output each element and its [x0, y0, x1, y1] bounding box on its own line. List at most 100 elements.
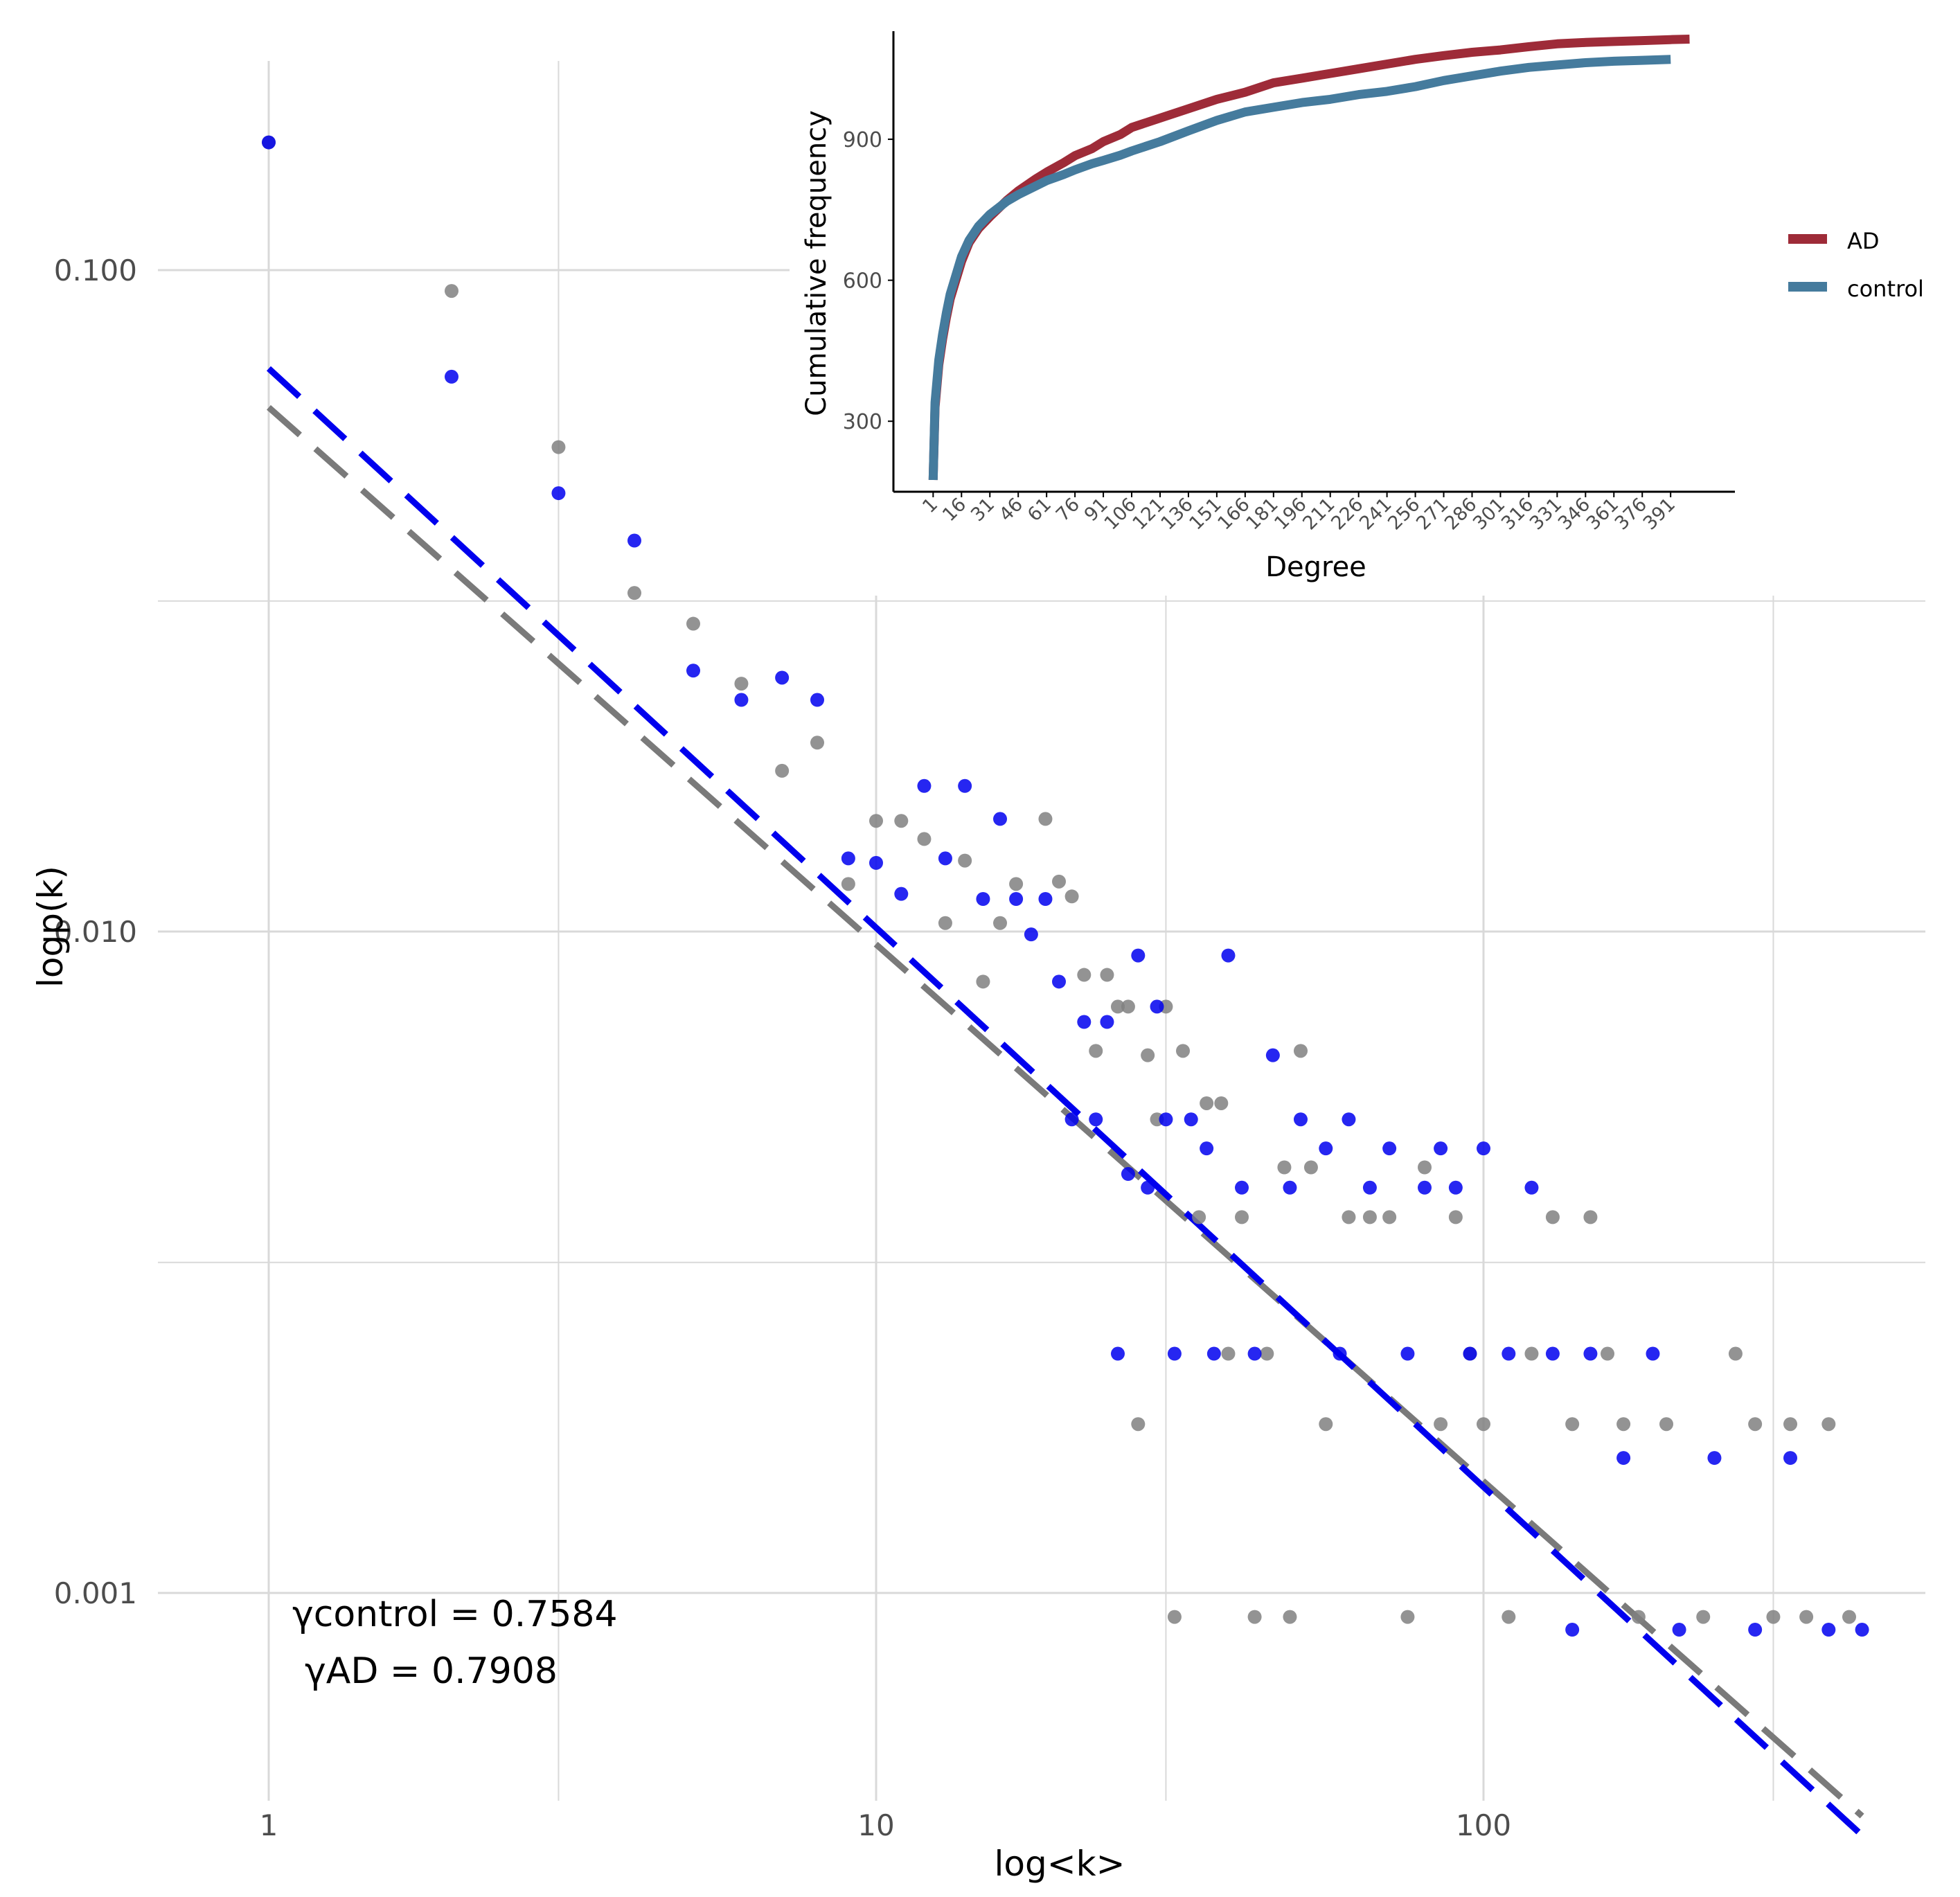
control-point	[841, 877, 855, 891]
control-point	[1176, 1044, 1191, 1058]
control-point	[993, 916, 1008, 930]
control-point	[1277, 1160, 1292, 1175]
control-point	[1616, 1417, 1631, 1432]
ad-point	[627, 533, 642, 548]
control-point	[1283, 1610, 1297, 1624]
inset-y-tick-label: 300	[843, 410, 882, 434]
x-tick-label: 1	[260, 1808, 278, 1842]
ad-point	[1184, 1112, 1198, 1127]
control-point	[1319, 1417, 1333, 1432]
control-point	[1141, 1048, 1155, 1062]
ad-point	[1418, 1180, 1432, 1195]
ad-point	[1583, 1346, 1598, 1361]
ad-point	[1121, 1167, 1135, 1182]
ad-point	[1159, 1112, 1173, 1127]
control-point	[1766, 1610, 1781, 1624]
control-point	[1400, 1610, 1415, 1624]
control-point	[1221, 1346, 1236, 1361]
control-point	[1631, 1610, 1646, 1624]
ad-point	[1319, 1141, 1333, 1156]
inset-y-axis-title: Cumulative frequency	[801, 110, 832, 416]
legend-label-ad: AD	[1847, 228, 1880, 254]
control-point	[1448, 1210, 1463, 1224]
control-point	[775, 763, 790, 778]
ad-point	[1362, 1180, 1377, 1195]
inset-y-tick-label: 900	[843, 128, 882, 152]
ad-point	[1342, 1112, 1356, 1127]
ad-point	[551, 486, 566, 501]
control-point	[1077, 968, 1092, 982]
control-point	[1131, 1417, 1146, 1432]
ad-point	[810, 693, 825, 707]
control-point	[1121, 999, 1135, 1014]
inset-legend: AD control	[1788, 228, 1924, 302]
axis-ticks: 1 10 100 0.100 0.010 0.001	[54, 253, 1511, 1842]
ad-point	[1077, 1015, 1092, 1029]
ad-fit-line	[266, 366, 1864, 1838]
ad-point	[917, 778, 932, 793]
x-tick-label: 100	[1456, 1808, 1511, 1842]
control-point	[1214, 1096, 1229, 1110]
ad-point	[993, 812, 1008, 826]
control-point	[1799, 1610, 1814, 1624]
ad-point	[1748, 1623, 1763, 1637]
control-point	[1477, 1417, 1490, 1432]
ad-point	[1150, 999, 1164, 1014]
gamma-control-annotation: γcontrol = 0.7584	[292, 1594, 618, 1635]
ad-point	[1463, 1346, 1477, 1361]
control-point	[1052, 874, 1067, 889]
inset-y-tick-label: 600	[843, 269, 882, 294]
x-axis-title: log<k>	[995, 1844, 1125, 1884]
control-point	[1009, 877, 1024, 891]
control-point	[1362, 1210, 1377, 1224]
ad-point	[1283, 1180, 1297, 1195]
control-point	[1303, 1160, 1318, 1175]
ad-point	[262, 135, 276, 150]
inset-background	[790, 21, 1960, 596]
ad-point	[894, 887, 909, 901]
inset-control-line	[928, 55, 1671, 481]
control-point	[894, 814, 909, 828]
control-point	[1545, 1210, 1560, 1224]
ad-point	[1448, 1180, 1463, 1195]
control-point	[1100, 968, 1114, 982]
legend-label-control: control	[1847, 276, 1924, 302]
ad-point	[1783, 1451, 1798, 1466]
control-point	[627, 586, 642, 600]
control-point	[551, 440, 566, 454]
x-tick-label: 10	[857, 1808, 894, 1842]
ad-point	[1167, 1346, 1182, 1361]
control-point	[917, 832, 932, 846]
control-point	[1434, 1417, 1448, 1432]
control-point	[958, 853, 972, 868]
ad-point	[1200, 1141, 1214, 1156]
control-point	[1110, 999, 1125, 1014]
control-point	[1247, 1610, 1262, 1624]
ad-point	[1293, 1112, 1308, 1127]
control-point	[1235, 1210, 1249, 1224]
control-point	[1064, 889, 1079, 904]
control-point	[1382, 1210, 1397, 1224]
ad-point	[938, 851, 952, 866]
inset-plot: 3006009001163146617691106121136151166181…	[790, 21, 1960, 596]
control-point	[1748, 1417, 1763, 1432]
control-point	[1089, 1044, 1103, 1058]
control-point	[1842, 1610, 1857, 1624]
inset-x-axis-title: Degree	[1265, 551, 1366, 583]
control-point	[1821, 1417, 1836, 1432]
control-point	[1524, 1346, 1539, 1361]
ad-point	[1545, 1346, 1560, 1361]
control-point	[1167, 1610, 1182, 1624]
control-point	[1583, 1210, 1598, 1224]
control-point	[445, 284, 459, 299]
ad-point	[1247, 1346, 1262, 1361]
control-point	[1342, 1210, 1356, 1224]
fit-lines	[266, 366, 1864, 1838]
ad-point	[445, 369, 459, 384]
ad-point	[869, 855, 883, 870]
scatter-points	[262, 135, 1869, 1637]
ad-point	[1382, 1141, 1397, 1156]
ad-point	[1206, 1346, 1221, 1361]
ad-point	[1672, 1623, 1686, 1637]
ad-point	[1064, 1112, 1079, 1127]
